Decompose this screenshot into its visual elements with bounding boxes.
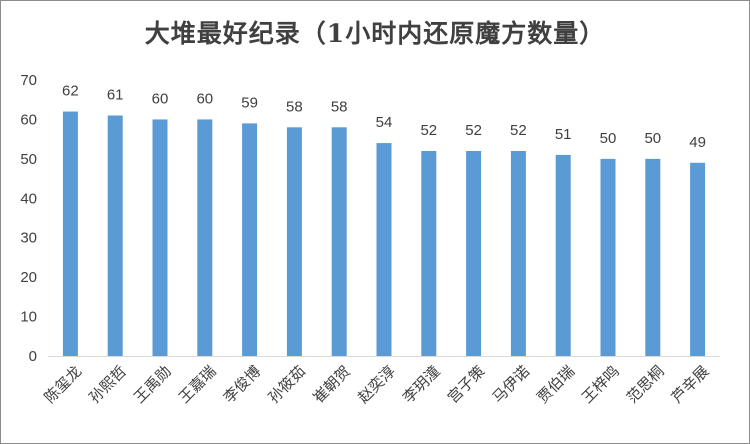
bar <box>645 158 661 356</box>
data-label: 52 <box>510 122 527 139</box>
bar <box>376 143 392 356</box>
y-tick-label: 10 <box>20 309 37 326</box>
data-label: 60 <box>196 90 213 107</box>
x-axis: 陈玺龙 孙熙哲 王禹勋 王嘉瑞 李俊博 孙筱茹 崔朝贺 赵奕淳 李玥潼 宫子策 马伊诺 贾伯瑞 王梓鸣范… <box>41 356 720 407</box>
data-label: 52 <box>465 122 482 139</box>
x-tick-label: 孙筱茹 <box>265 362 310 407</box>
x-tick-label: 贾伯瑞 <box>533 362 578 407</box>
bar <box>197 119 213 356</box>
data-label: 52 <box>420 122 437 139</box>
y-tick-label: 30 <box>20 230 37 247</box>
data-label: 60 <box>152 90 169 107</box>
x-tick-label: 王禹勋 <box>130 362 175 407</box>
bar <box>286 127 302 356</box>
data-labels: 62 61 60 60 59 58 58 54 52 52 52 51 50 50 49 <box>62 83 706 151</box>
bar <box>421 150 437 356</box>
x-tick-label: 宫子策 <box>444 362 489 407</box>
y-tick-label: 70 <box>20 72 37 89</box>
x-tick-label: 李俊博 <box>220 362 265 407</box>
data-label: 54 <box>376 114 393 131</box>
y-tick-label: 50 <box>20 151 37 168</box>
data-label: 50 <box>644 130 661 147</box>
data-label: 49 <box>689 134 706 151</box>
chart-title: 大堆最好纪录（1小时内还原魔方数量） <box>144 19 606 48</box>
x-tick-label: 范思桐 <box>623 362 668 407</box>
bar <box>62 111 78 357</box>
y-tick-label: 0 <box>29 348 37 365</box>
y-axis: 0 10 20 30 40 50 60 70 <box>20 72 37 365</box>
data-label: 58 <box>331 98 348 115</box>
data-label: 50 <box>600 130 617 147</box>
bar <box>331 127 347 356</box>
bar <box>690 162 706 356</box>
bar <box>555 154 571 356</box>
y-tick-label: 60 <box>20 111 37 128</box>
data-label: 62 <box>62 83 79 100</box>
x-tick-label: 孙熙哲 <box>85 362 130 407</box>
data-label: 61 <box>107 86 124 103</box>
bar <box>466 150 482 356</box>
x-tick-label: 芦辛展 <box>668 362 713 407</box>
data-label: 59 <box>241 94 258 111</box>
data-label: 58 <box>286 98 303 115</box>
bar <box>510 150 526 356</box>
bar <box>242 123 258 356</box>
bar <box>107 115 123 356</box>
x-tick-label: 赵奕淳 <box>354 362 399 407</box>
x-tick-label: 崔朝贺 <box>309 362 354 407</box>
x-tick-label: 王嘉瑞 <box>175 362 220 407</box>
data-label: 51 <box>555 126 572 143</box>
bar <box>600 158 616 356</box>
y-tick-label: 20 <box>20 269 37 286</box>
x-tick-label: 陈玺龙 <box>41 362 86 407</box>
x-tick-label: 马伊诺 <box>489 362 534 407</box>
y-tick-label: 40 <box>20 190 37 207</box>
x-tick-label: 王梓鸣 <box>578 362 623 407</box>
bar <box>152 119 168 356</box>
bars <box>62 111 706 357</box>
x-tick-label: 李玥潼 <box>399 362 444 407</box>
